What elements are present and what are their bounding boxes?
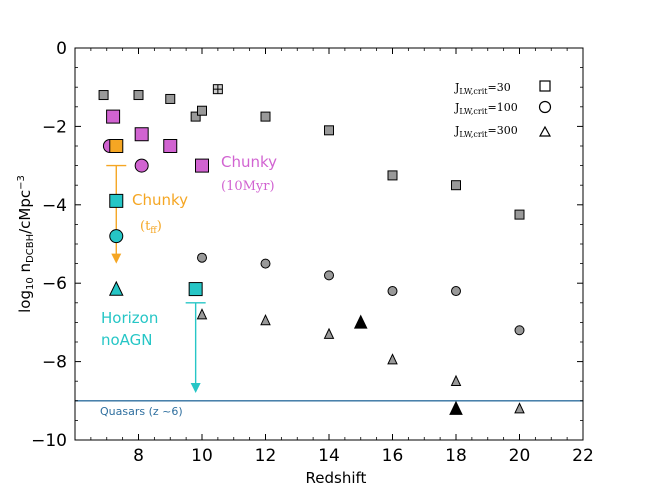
j-lw-crit-300-black-triangle-point <box>353 314 368 329</box>
j-lw-crit-30-square-point <box>98 90 109 101</box>
x-tick-label: 16 <box>382 446 404 466</box>
y-tick-label: −4 <box>42 196 67 216</box>
legend: JLW,crit=30 JLW,crit=100 JLW,crit=300 <box>454 80 552 139</box>
x-tick-label: 10 <box>191 446 213 466</box>
chart-marks <box>75 84 583 415</box>
j-lw-crit-30-square-point <box>197 105 207 116</box>
horizon-noagn-square-point <box>188 282 203 297</box>
legend-label-jlw100: JLW,crit=100 <box>454 101 518 116</box>
j-lw-crit-100-circle-point <box>197 252 207 263</box>
legend-circle-marker <box>538 100 552 114</box>
j-lw-crit-300-black-triangle-point <box>449 400 463 415</box>
j-lw-crit-30-square-point <box>387 170 398 181</box>
axis-ticks: 8 10 12 14 16 18 20 22 0 −2 −4 −6 −8 −10 <box>31 39 594 466</box>
j-lw-crit-300-triangle-point <box>260 313 271 326</box>
j-lw-crit-100-circle-point <box>514 325 525 336</box>
j-lw-crit-30-square-point <box>514 209 525 220</box>
j-lw-crit-30-square-point <box>260 111 271 122</box>
annotation-noagn: noAGN <box>101 331 153 349</box>
x-axis-label: Redshift <box>306 469 367 487</box>
horizon-noagn-circle-point <box>109 229 124 244</box>
y-tick-label: −8 <box>42 353 67 373</box>
j-lw-crit-30-square-point <box>165 93 176 104</box>
chunky-10myr-square-point <box>163 139 178 153</box>
j-lw-crit-100-circle-point <box>451 286 461 297</box>
annotation-horizon: Horizon <box>101 309 158 327</box>
y-tick-label: −10 <box>31 431 67 451</box>
annotation-chunky-10myr: Chunky <box>221 153 277 171</box>
annotation-10myr: (10Myr) <box>221 179 275 194</box>
x-tick-label: 20 <box>509 446 531 466</box>
horizon-noagn-square-point <box>109 193 124 208</box>
y-axis-label: log10 nDCBH/cMpc−3 <box>16 175 36 313</box>
legend-label-jlw300: JLW,crit=300 <box>454 124 518 139</box>
j-lw-crit-30-square-point <box>324 125 334 136</box>
horizon-noagn-triangle-point <box>108 280 124 296</box>
j-lw-crit-300-triangle-point <box>514 402 525 414</box>
j-lw-crit-30-square-point <box>190 111 201 122</box>
j-lw-crit-300-triangle-point <box>450 374 462 386</box>
j-lw-crit-100-circle-point <box>387 286 398 297</box>
x-tick-label: 12 <box>255 446 277 466</box>
chunky-10myr-square-point <box>106 109 121 124</box>
chunky-t-ff--arrow-head <box>111 253 122 264</box>
j-lw-crit-300-triangle-point <box>196 308 208 320</box>
j-lw-crit-100-circle-point <box>260 258 271 269</box>
y-tick-label: −2 <box>42 117 67 137</box>
chunky-10myr-square-point <box>195 158 209 173</box>
x-tick-label: 22 <box>572 446 594 466</box>
y-tick-label: 0 <box>56 39 67 59</box>
legend-label-jlw30: JLW,crit=30 <box>454 81 511 96</box>
chunky-10myr-circle-point <box>134 158 149 173</box>
j-lw-crit-100-circle-point <box>324 270 334 281</box>
j-lw-crit-300-triangle-point <box>323 327 335 339</box>
chunky-10myr-square-point <box>134 127 149 142</box>
annotation-quasars: Quasars (z ~6) <box>100 405 183 418</box>
j-lw-crit-30-square-point <box>451 180 461 191</box>
x-tick-label: 14 <box>318 446 340 466</box>
x-tick-label: 8 <box>133 446 144 466</box>
legend-square-marker <box>539 80 551 92</box>
legend-triangle-marker <box>538 125 552 137</box>
chunky-t-ff-square-point <box>109 139 124 153</box>
y-tick-label: −6 <box>42 274 67 294</box>
horizon-noagn-arrow-head <box>190 382 201 393</box>
j-lw-crit-300-triangle-point <box>387 353 398 365</box>
annotation-chunky-tff: Chunky <box>132 191 188 209</box>
x-tick-label: 18 <box>445 446 467 466</box>
j-lw-crit-30-square-point <box>133 90 144 101</box>
annotation-tff: (tff) <box>140 219 162 236</box>
